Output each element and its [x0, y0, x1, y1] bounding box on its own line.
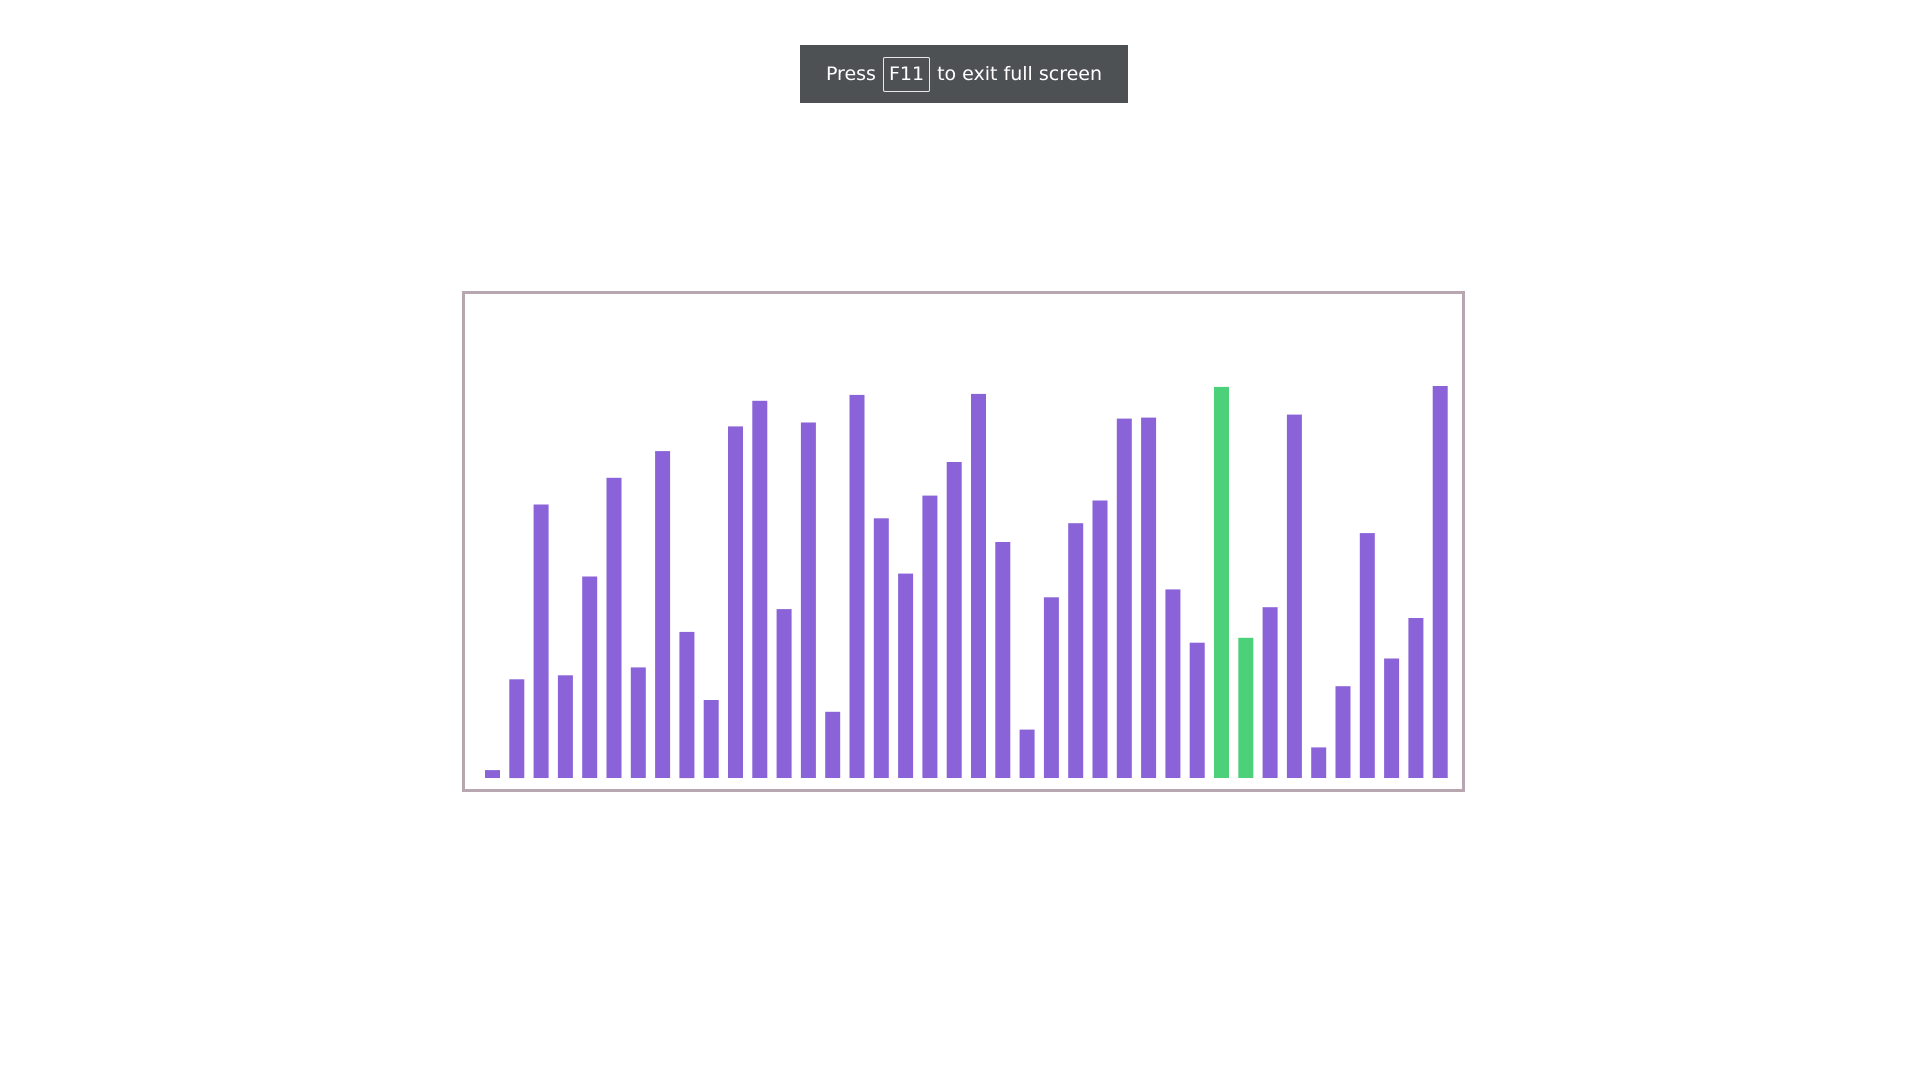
bar: [971, 393, 986, 778]
bar: [582, 576, 598, 778]
bar: [873, 518, 889, 778]
bar: [1262, 607, 1278, 778]
bar: [922, 495, 938, 778]
bar: [1286, 414, 1302, 778]
bar: [1432, 386, 1448, 778]
bar: [1092, 500, 1108, 778]
bar: [728, 426, 743, 778]
bar: [679, 631, 695, 779]
bar: [557, 675, 573, 778]
sorting-visualizer-frame: [462, 291, 1465, 792]
bar: [655, 451, 671, 778]
bar: [1043, 597, 1059, 778]
bar: [1019, 729, 1035, 778]
toast-prefix-text: Press: [825, 63, 876, 85]
bar: [1116, 418, 1132, 778]
bar: [800, 422, 816, 778]
bar: [1165, 589, 1181, 778]
bar: [898, 573, 914, 778]
bar: [1189, 642, 1205, 778]
bar: [1408, 618, 1424, 778]
bar: [703, 700, 719, 778]
bar: [630, 667, 646, 778]
bar: [1068, 523, 1084, 778]
bar: [533, 504, 549, 778]
bar: [849, 394, 865, 778]
bar: [946, 462, 962, 778]
bar-highlighted: [1238, 637, 1254, 778]
f11-key-badge: F11: [882, 56, 931, 92]
bar-chart: [485, 386, 1448, 779]
bar: [752, 400, 768, 778]
bar: [1141, 417, 1157, 778]
bar: [1335, 686, 1351, 778]
bar: [1384, 658, 1400, 778]
toast-suffix-text: to exit full screen: [937, 63, 1103, 85]
bar: [606, 477, 622, 778]
fullscreen-exit-toast: Press F11 to exit full screen: [800, 45, 1128, 103]
bar: [825, 711, 841, 778]
bar: [995, 542, 1011, 778]
bar: [509, 679, 525, 779]
bar: [1359, 533, 1375, 778]
bar: [485, 770, 500, 778]
bar: [1311, 747, 1327, 778]
bar-highlighted: [1214, 386, 1229, 778]
bar: [776, 609, 792, 778]
